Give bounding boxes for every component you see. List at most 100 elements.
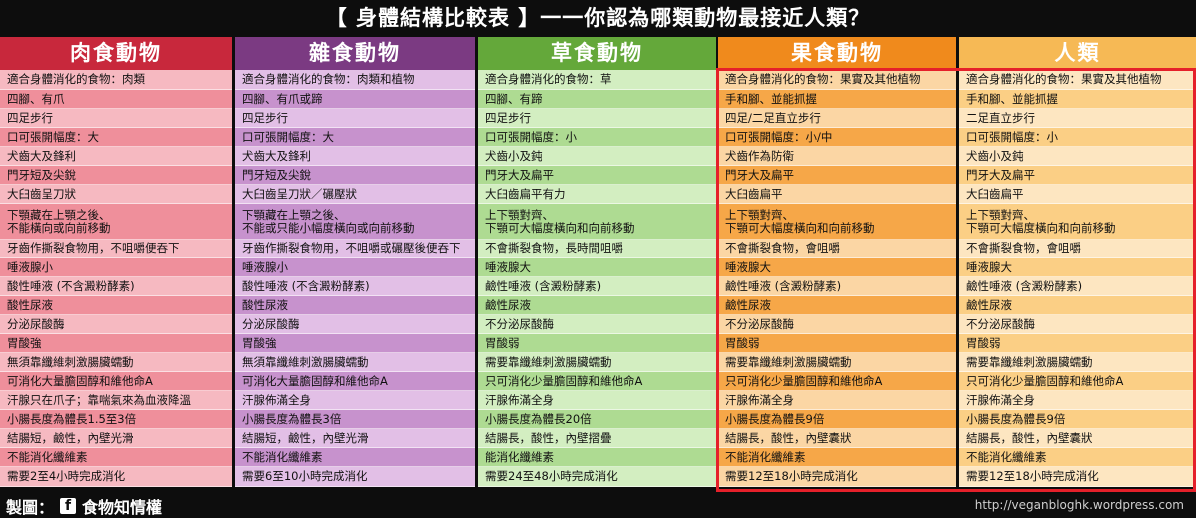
- table-row: 鹼性尿液: [959, 296, 1196, 315]
- table-row: 需要12至18小時完成消化: [718, 467, 956, 487]
- column-1: 肉食動物 適合身體消化的食物：肉類 四腳、有爪 四足步行 口可張開幅度：大 犬齒大及鋒利門…: [0, 37, 232, 491]
- table-row: 鹼性唾液 (含澱粉酵素): [959, 277, 1196, 296]
- column-5: 人類 適合身體消化的食物：果實及其他植物 手和腳、並能抓握 二足直立步行 口可張開幅度：…: [959, 37, 1196, 491]
- table-row: 汗腺佈滿全身: [478, 391, 716, 410]
- table-row: 大臼齒扁平有力: [478, 185, 716, 204]
- table-row: 手和腳、並能抓握: [718, 90, 956, 109]
- table-row: 四腳、有爪: [0, 90, 232, 109]
- table-row: 分泌尿酸酶: [0, 315, 232, 334]
- table-row: 四足步行: [478, 109, 716, 128]
- table-row: 上下顎對齊、 下顎可大幅度橫向和向前移動: [478, 204, 716, 240]
- table-row: 口可張開幅度：大: [0, 128, 232, 147]
- column-header: 果食動物: [718, 37, 956, 70]
- column-rows: 適合身體消化的食物：肉類和植物 四腳、有爪或蹄 四足步行 口可張開幅度：大 犬齒大及鋒利…: [235, 70, 475, 487]
- table-row: 需要6至10小時完成消化: [235, 467, 475, 487]
- table-row: 汗腺只在爪子；靠喘氣來為血液降溫: [0, 391, 232, 410]
- table-row: 鹼性尿液: [718, 296, 956, 315]
- page-title: 【 身體結構比較表 】一一你認為哪類動物最接近人類？: [325, 6, 871, 30]
- table-row: 需要2至4小時完成消化: [0, 467, 232, 487]
- table-row: 需要12至18小時完成消化: [959, 467, 1196, 487]
- table-row: 下顎藏在上顎之後、 不能橫向或向前移動: [0, 204, 232, 240]
- table-row: 不會撕裂食物，會咀嚼: [959, 240, 1196, 258]
- table-row: 犬齒小及鈍: [959, 147, 1196, 166]
- table-row: 需要24至48小時完成消化: [478, 467, 716, 487]
- table-row: 酸性尿液: [0, 296, 232, 315]
- table-row: 門牙大及扁平: [478, 166, 716, 185]
- table-row: 犬齒小及鈍: [478, 147, 716, 166]
- table-row: 口可張開幅度：小/中: [718, 128, 956, 147]
- table-row: 不會撕裂食物，長時間咀嚼: [478, 240, 716, 258]
- comparison-table: 肉食動物 適合身體消化的食物：肉類 四腳、有爪 四足步行 口可張開幅度：大 犬齒大及鋒利門…: [0, 37, 1196, 491]
- table-row: 分泌尿酸酶: [235, 315, 475, 334]
- table-row: 二足直立步行: [959, 109, 1196, 128]
- column-header: 肉食動物: [0, 37, 232, 70]
- table-row: 不能消化纖維素: [235, 448, 475, 467]
- table-row: 唾液腺大: [478, 258, 716, 277]
- credit-prefix: 製圖：: [6, 498, 55, 517]
- table-row: 鹼性唾液 (含澱粉酵素): [478, 277, 716, 296]
- table-row: 不會撕裂食物，會咀嚼: [718, 240, 956, 258]
- table-row: 小腸長度為體長3倍: [235, 410, 475, 429]
- table-row: 下顎藏在上顎之後、 不能或只能小幅度橫向或向前移動: [235, 204, 475, 240]
- column-rows: 適合身體消化的食物：果實及其他植物 手和腳、並能抓握 二足直立步行 口可張開幅度：小犬…: [959, 70, 1196, 487]
- table-row: 酸性尿液: [235, 296, 475, 315]
- table-row: 汗腺佈滿全身: [959, 391, 1196, 410]
- table-row: 大臼齒呈刀狀: [0, 185, 232, 204]
- table-row: 需要靠纖維刺激腸臟蠕動: [959, 353, 1196, 372]
- table-row: 犬齒作為防衛: [718, 147, 956, 166]
- table-row: 唾液腺大: [718, 258, 956, 277]
- table-row: 只可消化少量膽固醇和維他命A: [478, 372, 716, 391]
- table-row: 門牙短及尖銳: [0, 166, 232, 185]
- column-rows: 適合身體消化的食物：肉類 四腳、有爪 四足步行 口可張開幅度：大 犬齒大及鋒利 門牙短及尖…: [0, 70, 232, 487]
- column-4: 果食動物 適合身體消化的食物：果實及其他植物 手和腳、並能抓握 四足/二足直立步行 口可…: [718, 37, 956, 491]
- table-row: 四足步行: [235, 109, 475, 128]
- table-row: 酸性唾液 (不含澱粉酵素): [0, 277, 232, 296]
- table-row: 胃酸弱: [959, 334, 1196, 353]
- table-row: 胃酸強: [0, 334, 232, 353]
- table-row: 不分泌尿酸酶: [478, 315, 716, 334]
- table-row: 門牙短及尖銳: [235, 166, 475, 185]
- table-row: 不分泌尿酸酶: [718, 315, 956, 334]
- table-row: 汗腺佈滿全身: [235, 391, 475, 410]
- table-row: 結腸長，酸性，內壁囊狀: [959, 429, 1196, 448]
- table-row: 只可消化少量膽固醇和維他命A: [959, 372, 1196, 391]
- credit: 製圖： f 食物知情權: [6, 494, 162, 518]
- table-row: 胃酸強: [235, 334, 475, 353]
- table-row: 犬齒大及鋒利: [0, 147, 232, 166]
- table-row: 只可消化少量膽固醇和維他命A: [718, 372, 956, 391]
- column-header: 雜食動物: [235, 37, 475, 70]
- column-3: 草食動物 適合身體消化的食物：草 四腳、有蹄 四足步行 口可張開幅度：小 犬齒小及鈍 門牙大…: [478, 37, 716, 491]
- table-row: 胃酸弱: [718, 334, 956, 353]
- footer: 製圖： f 食物知情權 http://veganbloghk.wordpress…: [0, 492, 1196, 518]
- website-url: http://veganbloghk.wordpress.com: [974, 498, 1184, 512]
- table-row: 大臼齒扁平: [718, 185, 956, 204]
- table-row: 大臼齒扁平: [959, 185, 1196, 204]
- table-row: 口可張開幅度：小: [478, 128, 716, 147]
- table-row: 手和腳、並能抓握: [959, 90, 1196, 109]
- table-row: 適合身體消化的食物：果實及其他植物: [959, 70, 1196, 90]
- table-row: 小腸長度為體長9倍: [959, 410, 1196, 429]
- table-row: 牙齒作撕裂食物用，不咀嚼或碾壓後便吞下: [235, 240, 475, 258]
- table-row: 小腸長度為體長20倍: [478, 410, 716, 429]
- table-row: 小腸長度為體長1.5至3倍: [0, 410, 232, 429]
- table-row: 唾液腺小: [0, 258, 232, 277]
- table-row: 四腳、有蹄: [478, 90, 716, 109]
- table-row: 可消化大量膽固醇和維他命A: [0, 372, 232, 391]
- table-row: 鹼性尿液: [478, 296, 716, 315]
- table-row: 需要靠纖維刺激腸臟蠕動: [478, 353, 716, 372]
- table-row: 適合身體消化的食物：肉類: [0, 70, 232, 90]
- table-row: 四腳、有爪或蹄: [235, 90, 475, 109]
- table-row: 汗腺佈滿全身: [718, 391, 956, 410]
- column-2: 雜食動物 適合身體消化的食物：肉類和植物 四腳、有爪或蹄 四足步行 口可張開幅度：大 犬齒…: [235, 37, 475, 491]
- table-row: 結腸長，酸性，內壁囊狀: [718, 429, 956, 448]
- column-rows: 適合身體消化的食物：草 四腳、有蹄 四足步行 口可張開幅度：小 犬齒小及鈍 門牙大及扁平大…: [478, 70, 716, 487]
- column-rows: 適合身體消化的食物：果實及其他植物 手和腳、並能抓握 四足/二足直立步行 口可張開幅度…: [718, 70, 956, 487]
- column-header: 人類: [959, 37, 1196, 70]
- table-row: 適合身體消化的食物：果實及其他植物: [718, 70, 956, 90]
- table-row: 鹼性唾液 (含澱粉酵素): [718, 277, 956, 296]
- table-row: 不能消化纖維素: [718, 448, 956, 467]
- table-row: 不分泌尿酸酶: [959, 315, 1196, 334]
- table-row: 可消化大量膽固醇和維他命A: [235, 372, 475, 391]
- table-row: 需要靠纖維刺激腸臟蠕動: [718, 353, 956, 372]
